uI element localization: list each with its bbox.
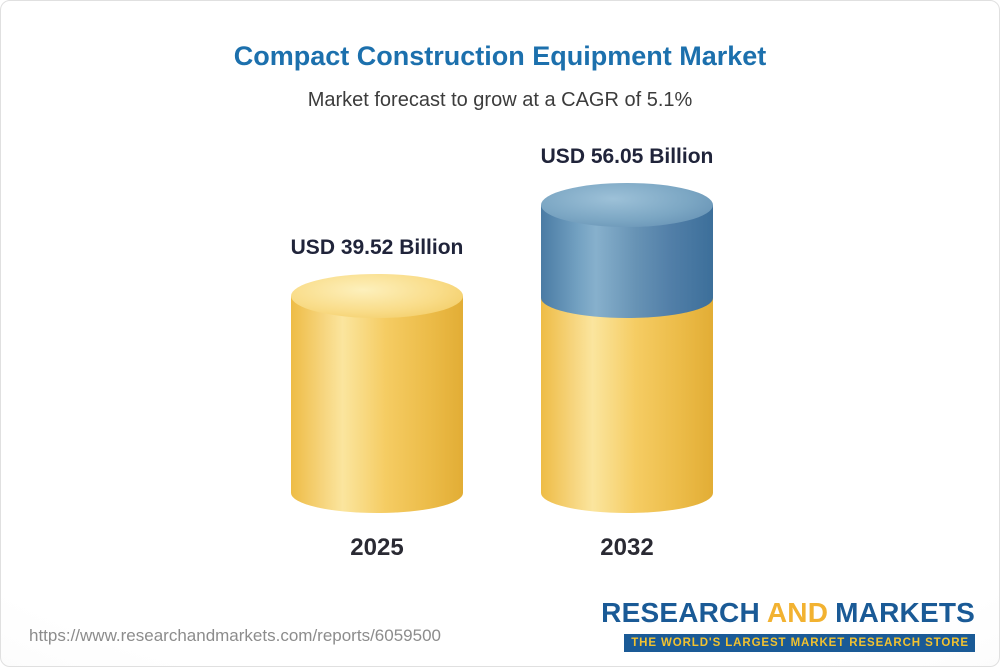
bar-value-label-2025: USD 39.52 Billion xyxy=(290,236,464,259)
logo-word-and: AND xyxy=(766,597,829,628)
bar-value-label-2032: USD 56.05 Billion xyxy=(540,145,714,168)
page-title: Compact Construction Equipment Market xyxy=(233,41,767,71)
bar-2025 xyxy=(291,1,463,666)
logo-tagline: THE WORLD'S LARGEST MARKET RESEARCH STOR… xyxy=(624,634,975,652)
logo-word-markets: MARKETS xyxy=(835,597,975,628)
axis-label-2032: 2032 xyxy=(600,534,654,561)
bar-2025-cap xyxy=(291,274,463,318)
report-url[interactable]: https://www.researchandmarkets.com/repor… xyxy=(29,626,441,645)
bar-2032-base-segment xyxy=(541,288,713,513)
bar-2032-cap xyxy=(541,183,713,227)
logo-word-research: RESEARCH xyxy=(601,597,760,628)
axis-label-2025: 2025 xyxy=(350,534,404,561)
bar-2032 xyxy=(541,1,713,666)
page-subtitle: Market forecast to grow at a CAGR of 5.1… xyxy=(307,89,693,111)
bar-2025-body xyxy=(291,296,463,513)
research-and-markets-logo: RESEARCH AND MARKETS THE WORLD'S LARGEST M… xyxy=(601,597,975,652)
logo-wordmark: RESEARCH AND MARKETS xyxy=(601,597,975,629)
